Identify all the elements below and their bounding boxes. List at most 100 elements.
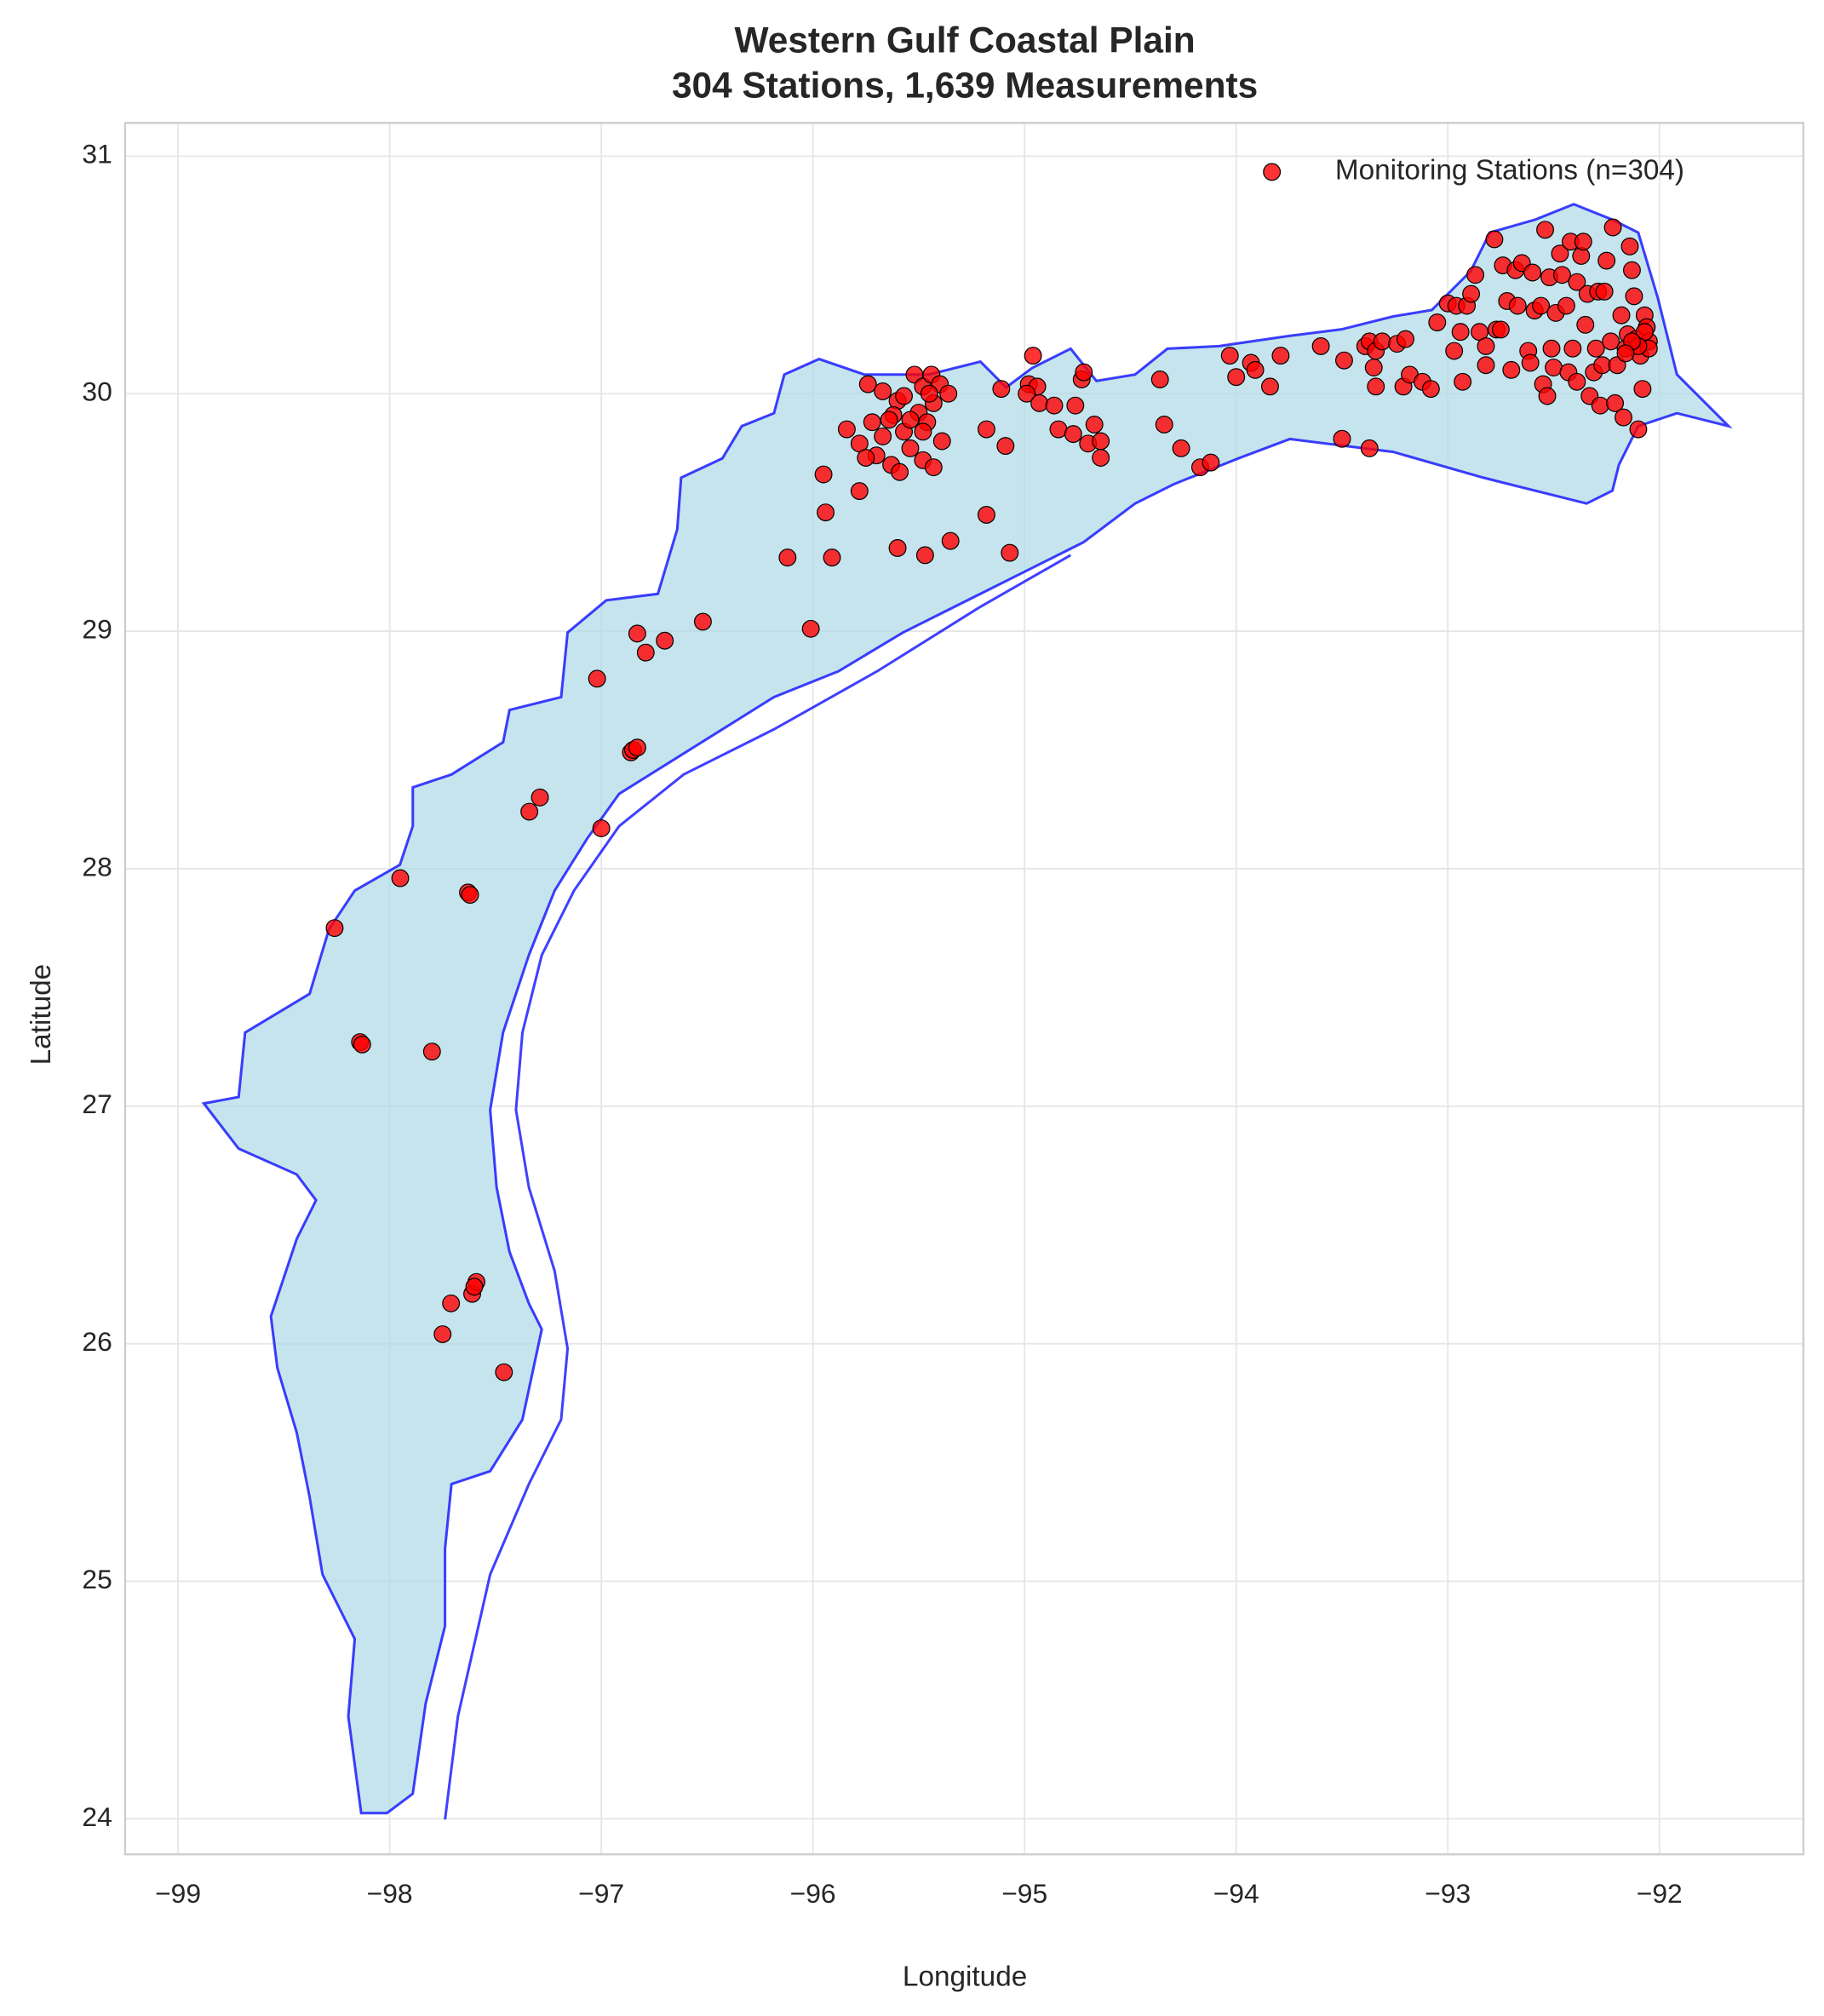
x-tick-label: −98 xyxy=(367,1878,413,1909)
station-point xyxy=(1552,266,1571,284)
station-point xyxy=(1477,336,1495,355)
station-point xyxy=(823,549,841,567)
station-point xyxy=(1521,353,1540,372)
station-point xyxy=(932,432,951,451)
x-tick-label: −94 xyxy=(1213,1878,1259,1909)
station-point xyxy=(1024,347,1042,365)
station-point xyxy=(1030,393,1049,412)
station-point xyxy=(628,624,646,643)
y-tick-label: 29 xyxy=(82,613,112,644)
station-point xyxy=(888,539,907,557)
station-point xyxy=(1018,384,1036,403)
station-point xyxy=(939,384,958,403)
station-point xyxy=(1373,332,1391,351)
station-point xyxy=(1155,416,1173,434)
station-point xyxy=(588,669,606,688)
station-point xyxy=(977,505,995,524)
station-point xyxy=(1066,396,1085,415)
station-point xyxy=(1454,372,1472,391)
chart-title: Western Gulf Coastal Plain xyxy=(735,20,1196,60)
station-point xyxy=(1633,380,1652,399)
station-point xyxy=(1563,339,1582,358)
station-point xyxy=(1092,432,1110,451)
y-tick-label: 26 xyxy=(82,1326,112,1357)
y-tick-label: 24 xyxy=(82,1801,112,1832)
station-point xyxy=(1360,439,1379,457)
station-point xyxy=(1620,237,1639,256)
station-point xyxy=(901,411,920,429)
station-point xyxy=(1397,330,1414,348)
station-point xyxy=(1271,347,1290,365)
station-point xyxy=(1625,287,1643,306)
station-point xyxy=(874,382,892,400)
station-point xyxy=(465,1278,484,1296)
chart-subtitle: 304 Stations, 1,639 Measurements xyxy=(672,66,1258,106)
station-point xyxy=(996,437,1015,456)
station-point xyxy=(924,458,943,477)
x-axis-label: Longitude xyxy=(903,1961,1027,1992)
station-point xyxy=(1538,387,1557,405)
station-point xyxy=(1508,296,1527,315)
station-point xyxy=(817,503,835,522)
station-point xyxy=(1576,315,1595,334)
station-point xyxy=(992,380,1011,399)
barrier-island xyxy=(444,554,1072,1820)
station-point xyxy=(1150,370,1169,388)
station-point xyxy=(1001,543,1019,562)
station-point xyxy=(1333,429,1351,448)
station-point xyxy=(628,738,646,757)
station-point xyxy=(1523,263,1542,282)
station-point xyxy=(1574,233,1592,251)
station-point xyxy=(325,919,344,938)
station-point xyxy=(656,631,674,650)
station-point xyxy=(442,1294,461,1312)
station-point xyxy=(520,802,539,821)
station-point xyxy=(941,531,960,550)
station-point xyxy=(914,422,932,441)
station-point xyxy=(1612,306,1631,325)
station-point xyxy=(1421,380,1440,399)
station-point xyxy=(1064,425,1082,444)
station-point xyxy=(891,462,909,481)
x-tick-label: −93 xyxy=(1425,1878,1471,1909)
y-tick-label: 25 xyxy=(82,1564,112,1594)
station-point xyxy=(1593,356,1612,375)
station-point xyxy=(1367,377,1385,396)
station-point xyxy=(1557,296,1575,315)
station-point xyxy=(1615,408,1632,427)
station-point xyxy=(850,482,869,501)
station-point xyxy=(1049,420,1068,439)
station-point xyxy=(693,612,712,631)
y-tick-label: 30 xyxy=(82,376,112,407)
station-point xyxy=(1220,347,1239,365)
station-point xyxy=(1502,360,1521,379)
legend-label: Monitoring Stations (n=304) xyxy=(1335,155,1684,187)
station-point xyxy=(1568,273,1586,291)
station-point xyxy=(1172,439,1190,457)
station-point xyxy=(636,643,655,662)
station-point xyxy=(1542,339,1561,358)
station-point xyxy=(778,549,797,567)
station-point xyxy=(1075,363,1093,382)
x-tick-label: −97 xyxy=(578,1878,624,1909)
y-axis-label: Latitude xyxy=(26,964,57,1065)
station-point xyxy=(1629,420,1648,439)
station-point xyxy=(1045,396,1064,415)
station-point xyxy=(874,427,892,445)
station-point xyxy=(495,1363,513,1381)
x-tick-label: −99 xyxy=(155,1878,201,1909)
points xyxy=(325,218,1658,1381)
station-point xyxy=(1586,339,1605,358)
y-tick-label: 27 xyxy=(82,1088,112,1119)
station-point xyxy=(422,1042,441,1061)
station-point xyxy=(592,819,611,837)
station-point xyxy=(1591,396,1609,415)
station-point xyxy=(1603,218,1622,237)
station-point xyxy=(1616,344,1635,363)
station-point xyxy=(1364,359,1383,376)
y-tick-label: 31 xyxy=(82,139,112,169)
station-point xyxy=(863,413,881,432)
station-point xyxy=(1606,393,1625,412)
station-point xyxy=(1246,360,1265,379)
station-point xyxy=(977,420,995,439)
